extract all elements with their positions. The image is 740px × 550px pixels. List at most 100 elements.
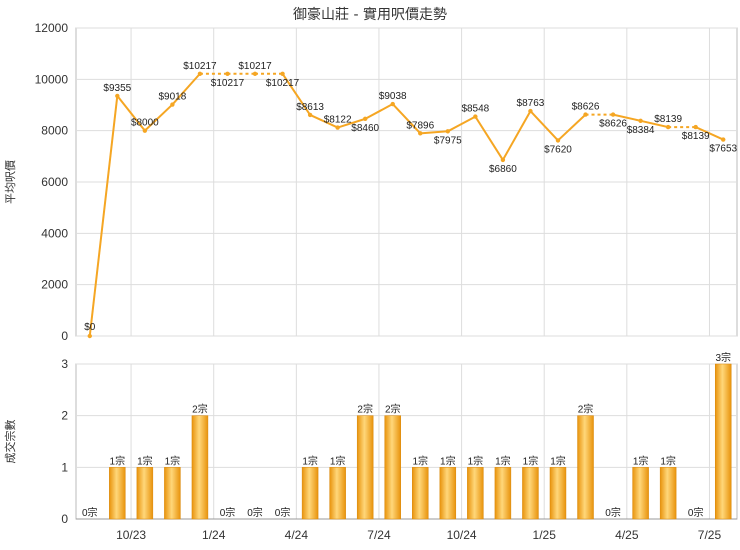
line-point xyxy=(418,131,423,136)
bar-label: 1宗 xyxy=(550,454,566,467)
bar xyxy=(412,467,429,520)
line-segment xyxy=(640,119,669,129)
bar-label: 0宗 xyxy=(220,506,236,519)
bar xyxy=(659,467,677,520)
line-segment xyxy=(474,116,504,161)
bar-label: 0宗 xyxy=(605,506,621,519)
line-segment xyxy=(88,95,119,337)
line-segment xyxy=(695,126,724,141)
line-point xyxy=(280,71,285,76)
data-label: $8763 xyxy=(517,98,545,109)
data-label: $8139 xyxy=(654,114,682,125)
bar xyxy=(549,467,567,520)
line-point xyxy=(307,112,313,118)
data-label: $10217 xyxy=(266,78,300,89)
bar-label: 0宗 xyxy=(275,506,291,519)
data-label: $8384 xyxy=(627,125,655,136)
y-tick-label: 3 xyxy=(61,357,68,371)
bar-label: 1宗 xyxy=(330,454,346,467)
line-segment xyxy=(364,103,394,120)
y-tick-label: 1 xyxy=(61,460,68,474)
bar-label: 0宗 xyxy=(688,506,704,519)
line-point xyxy=(142,128,148,133)
data-label: $7653 xyxy=(709,144,737,155)
line-segment xyxy=(281,73,311,116)
bar xyxy=(632,467,649,520)
bar xyxy=(164,467,181,520)
line-point xyxy=(252,71,258,76)
line-point xyxy=(473,114,478,119)
data-label: $8000 xyxy=(131,118,159,129)
x-tick-label: 10/23 xyxy=(116,528,146,542)
y-axis-label: 成交宗數 xyxy=(3,420,17,464)
x-tick-label: 1/25 xyxy=(533,528,557,542)
bar xyxy=(714,363,732,520)
bar xyxy=(136,467,154,520)
x-tick-label: 4/24 xyxy=(285,528,309,542)
x-tick-label: 1/24 xyxy=(202,528,226,542)
bar-label: 1宗 xyxy=(495,454,511,467)
data-label: $10217 xyxy=(238,61,272,72)
line-point xyxy=(583,112,588,117)
line-segment xyxy=(557,113,587,142)
bar xyxy=(356,415,374,520)
line-segment xyxy=(116,95,146,132)
bar xyxy=(191,415,209,520)
bar-label: 0宗 xyxy=(247,506,263,519)
line-point xyxy=(87,333,92,339)
data-label: $9038 xyxy=(379,91,407,102)
data-label: $7975 xyxy=(434,135,462,146)
line-point xyxy=(528,108,533,114)
bar-label: 1宗 xyxy=(165,454,181,467)
bar-label: 1宗 xyxy=(633,454,649,467)
line-segment xyxy=(447,115,476,133)
bar-label: 2宗 xyxy=(578,403,594,416)
data-label: $8122 xyxy=(324,115,352,126)
bar xyxy=(494,467,512,520)
line-point xyxy=(390,101,395,107)
data-label: $9018 xyxy=(158,92,186,103)
bar xyxy=(301,467,319,520)
bar xyxy=(109,467,126,520)
data-label: $7620 xyxy=(544,144,572,155)
bar-label: 1宗 xyxy=(110,454,126,467)
line-point xyxy=(197,71,203,76)
line-segment xyxy=(529,110,559,142)
data-label: $8613 xyxy=(296,102,324,113)
y-tick-label: 2000 xyxy=(41,278,68,292)
data-label: $8460 xyxy=(351,123,379,134)
line-point xyxy=(638,118,643,124)
line-point xyxy=(555,138,561,143)
x-tick-label: 7/24 xyxy=(367,528,391,542)
data-label: $9355 xyxy=(103,83,131,94)
data-label: $8139 xyxy=(682,131,710,142)
bar-label: 2宗 xyxy=(357,403,373,416)
bar-label: 1宗 xyxy=(660,454,676,467)
y-tick-label: 12000 xyxy=(35,21,69,35)
x-tick-label: 7/25 xyxy=(698,528,722,542)
y-tick-label: 0 xyxy=(61,512,68,526)
bar xyxy=(439,467,457,520)
bar-label: 1宗 xyxy=(137,454,153,467)
bar-label: 1宗 xyxy=(302,454,318,467)
bar xyxy=(522,467,539,520)
bar xyxy=(384,415,401,520)
bar-label: 1宗 xyxy=(523,454,539,467)
line-segment xyxy=(144,103,174,132)
line-segment xyxy=(309,114,339,129)
line-point xyxy=(115,93,120,99)
line-segment xyxy=(171,73,201,106)
y-tick-label: 4000 xyxy=(41,226,68,240)
data-label: $8626 xyxy=(599,119,627,130)
data-label: $7896 xyxy=(406,120,434,131)
line-point xyxy=(170,102,175,107)
line-segment xyxy=(502,110,532,161)
bar xyxy=(329,467,346,520)
chart-title: 御豪山莊 - 實用呎價走勢 xyxy=(293,6,447,23)
data-label: $8626 xyxy=(572,102,600,113)
line-point xyxy=(500,157,506,163)
bar-label: 1宗 xyxy=(468,454,484,467)
x-tick-label: 4/25 xyxy=(615,528,639,542)
line-segment xyxy=(392,103,421,135)
